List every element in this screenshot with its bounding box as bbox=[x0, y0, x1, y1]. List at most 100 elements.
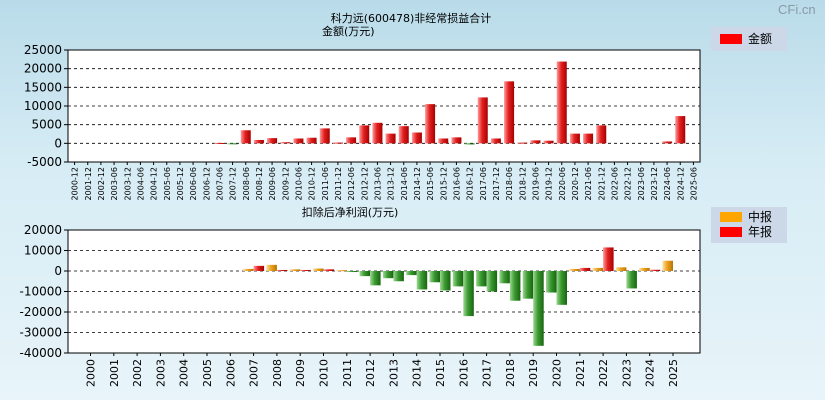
chart-1-bar bbox=[451, 137, 462, 144]
chart-1-x-tick-label: 2007-12 bbox=[229, 167, 238, 200]
chart-1-bar bbox=[425, 104, 436, 144]
chart-2-bar-annual bbox=[463, 271, 474, 317]
chart-2-bar-annual bbox=[370, 271, 381, 286]
chart-1-bar bbox=[530, 140, 541, 144]
chart-2-bar-interim bbox=[476, 271, 487, 287]
chart-1-bar bbox=[398, 126, 409, 144]
chart-1-x-tick-label: 2008-12 bbox=[255, 167, 264, 200]
chart-1-x-tick-label: 2015-12 bbox=[439, 167, 448, 200]
chart-2: 扣除后净利润(万元) -40000 -30000 -20000 -10000 0 1000… bbox=[19, 205, 787, 387]
chart-2-legend-swatch-interim bbox=[720, 212, 742, 222]
chart-1-x-tick-label: 2022-06 bbox=[610, 167, 619, 200]
chart-2-x-tick-label: 2002 bbox=[131, 359, 144, 387]
chart-1-x-tick-label: 2016-12 bbox=[466, 167, 475, 200]
chart-2-x-tick-label: 2023 bbox=[620, 359, 633, 387]
chart-2-bar-annual bbox=[323, 269, 334, 271]
chart-1-bar bbox=[464, 143, 475, 145]
chart-1-x-tick-label: 2017-06 bbox=[479, 167, 488, 200]
chart-2-bar-annual bbox=[440, 271, 451, 291]
chart-2-legend: 中报 年报 bbox=[711, 207, 787, 243]
chart-1-plot-area bbox=[68, 50, 700, 162]
chart-1-x-tick-label: 2024-12 bbox=[676, 167, 685, 200]
chart-2-x-tick-label: 2025 bbox=[667, 359, 680, 387]
chart-2-bar-interim bbox=[662, 260, 673, 271]
chart-2-bar-annual bbox=[579, 267, 591, 271]
chart-2-bar-interim bbox=[522, 271, 534, 299]
chart-2-x-tick-label: 2017 bbox=[481, 359, 494, 387]
chart-1-x-tick-label: 2023-06 bbox=[637, 167, 646, 200]
chart-1-plot-border bbox=[67, 49, 701, 163]
chart-1-x-tick-label: 2010-06 bbox=[294, 167, 303, 200]
chart-1-bar bbox=[543, 140, 554, 144]
chart-2-legend-swatch-annual bbox=[720, 227, 742, 237]
chart-2-bar-interim bbox=[499, 271, 510, 284]
chart-1-x-tick-label: 2005-12 bbox=[176, 167, 185, 200]
chart-1-bar bbox=[319, 128, 330, 144]
chart-1-bar bbox=[306, 137, 317, 144]
chart-2-bar-interim bbox=[546, 271, 557, 293]
chart-2-bar-annual bbox=[533, 271, 544, 346]
chart-1-x-tick-label: 2022-12 bbox=[624, 167, 633, 200]
chart-2-bar-annual bbox=[486, 271, 498, 292]
chart-1-bar bbox=[490, 138, 501, 144]
chart-1-x-tick-label: 2018-12 bbox=[518, 167, 527, 200]
chart-1-y-tick-label: 15000 bbox=[24, 80, 62, 94]
chart-2-y-tick-label: -30000 bbox=[19, 326, 62, 340]
chart-2-bar-annual bbox=[300, 269, 311, 271]
chart-2-x-tick-label: 2000 bbox=[85, 359, 98, 387]
chart-1-x-tick-label: 2010-12 bbox=[308, 167, 317, 200]
chart-1-x-tick-label: 2011-12 bbox=[334, 167, 343, 200]
chart-2-bar-annual bbox=[509, 271, 521, 301]
chart-1-x-tick-label: 2007-06 bbox=[215, 167, 224, 200]
chart-1-x-tick-label: 2014-06 bbox=[400, 167, 409, 200]
chart-1-y-ticks: -5000 0 5000 10000 15000 20000 25000 bbox=[24, 43, 68, 169]
chart-2-y-tick-label: -10000 bbox=[19, 285, 62, 299]
chart-2-bar-annual bbox=[603, 247, 614, 271]
chart-2-x-tick-label: 2009 bbox=[294, 359, 307, 387]
chart-1-y-tick-label: 20000 bbox=[24, 62, 62, 76]
chart-2-bar-interim bbox=[382, 271, 394, 279]
chart-1-legend-swatch bbox=[720, 34, 742, 44]
chart-1-bar bbox=[227, 143, 238, 145]
chart-2-bar-interim bbox=[429, 271, 440, 283]
chart-2-y-tick-label: -20000 bbox=[19, 305, 62, 319]
chart-1-bar bbox=[662, 141, 673, 144]
chart-1-bar bbox=[411, 132, 422, 144]
chart-1-x-tick-label: 2002-12 bbox=[97, 167, 106, 200]
chart-2-bar-interim bbox=[452, 271, 464, 287]
chart-1-x-tick-label: 2009-12 bbox=[281, 167, 290, 200]
chart-2-x-ticks: 2000 2001 2002 2003 2004 2005 2006 2007 2008 2009… bbox=[85, 353, 680, 387]
chart-1-x-tick-label: 2016-06 bbox=[452, 167, 461, 200]
chart-1-x-tick-label: 2006-12 bbox=[202, 167, 211, 200]
chart-1-x-tick-label: 2012-12 bbox=[360, 167, 369, 200]
chart-2-bar-annual bbox=[346, 271, 358, 273]
chart-1-x-tick-label: 2021-06 bbox=[584, 167, 593, 200]
chart-2-title: 扣除后净利润(万元) bbox=[302, 205, 399, 219]
chart-1-legend: 金额 bbox=[711, 27, 787, 51]
chart-1-bar bbox=[569, 133, 580, 144]
chart-2-x-tick-label: 2021 bbox=[574, 359, 587, 387]
chart-2-x-tick-label: 2008 bbox=[271, 359, 284, 387]
chart-1-bar bbox=[372, 122, 383, 144]
chart-2-bar-interim bbox=[266, 264, 277, 271]
chart-1-bar bbox=[267, 138, 278, 144]
chart-2-y-tick-label: 20000 bbox=[24, 223, 62, 237]
chart-1-bar bbox=[438, 138, 449, 144]
chart-1: 科力远(600478)非经常损益合计 金额(万元) -5000 0 5000 1000… bbox=[24, 11, 787, 200]
chart-2-bar-interim bbox=[359, 271, 371, 277]
chart-2-legend-label-interim: 中报 bbox=[748, 209, 772, 224]
chart-2-x-tick-label: 2018 bbox=[504, 359, 517, 387]
chart-1-bar bbox=[583, 133, 594, 144]
chart-1-bar bbox=[214, 142, 225, 144]
chart-1-x-tick-label: 2005-06 bbox=[163, 167, 172, 200]
chart-1-bars bbox=[214, 61, 686, 145]
chart-2-bar-annual bbox=[556, 271, 567, 305]
chart-1-x-tick-label: 2000-12 bbox=[71, 167, 80, 200]
chart-1-y-tick-label: -5000 bbox=[27, 155, 62, 169]
chart-2-x-tick-label: 2004 bbox=[178, 359, 191, 387]
chart-1-y-tick-label: 0 bbox=[54, 136, 62, 150]
chart-2-x-tick-label: 2001 bbox=[108, 359, 121, 387]
chart-2-bar-annual bbox=[393, 271, 404, 282]
chart-2-x-tick-label: 2006 bbox=[224, 359, 237, 387]
